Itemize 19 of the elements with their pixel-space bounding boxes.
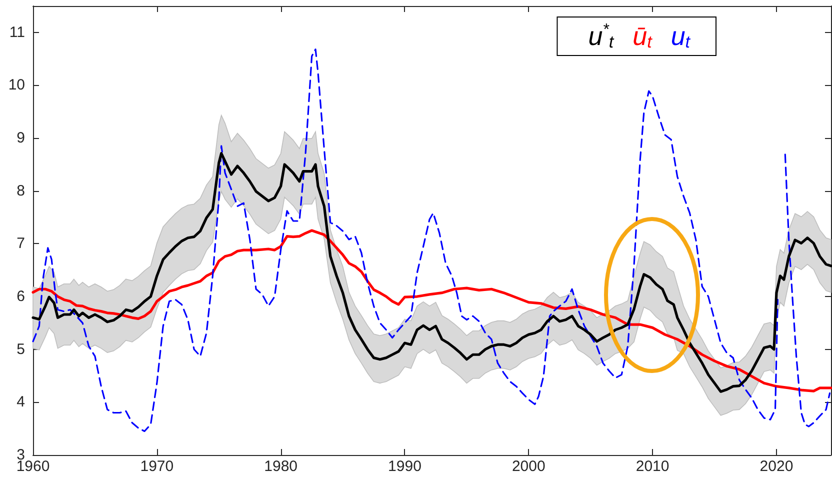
x-tick-label: 1980 — [264, 458, 298, 475]
y-tick-label: 7 — [16, 235, 25, 252]
y-tick-label: 11 — [9, 24, 25, 41]
x-tick-label: 2020 — [760, 458, 794, 475]
x-tick-label: 1970 — [140, 458, 174, 475]
y-tick-label: 6 — [16, 288, 25, 306]
y-tick-label: 4 — [16, 394, 25, 411]
y-tick-label: 8 — [16, 182, 25, 200]
x-tick-label: 2000 — [512, 458, 546, 475]
y-tick-label: 10 — [8, 76, 25, 94]
line-series — [32, 152, 832, 393]
x-tick-label: 2010 — [636, 458, 670, 475]
x-tick-label: 1990 — [388, 458, 422, 475]
y-tick-label: 9 — [16, 130, 25, 147]
series-label: ut — [670, 21, 692, 52]
y-tick-label: 5 — [16, 340, 25, 358]
text: u*t — [588, 21, 615, 52]
text: ūt — [632, 21, 654, 52]
line-series — [32, 229, 832, 392]
